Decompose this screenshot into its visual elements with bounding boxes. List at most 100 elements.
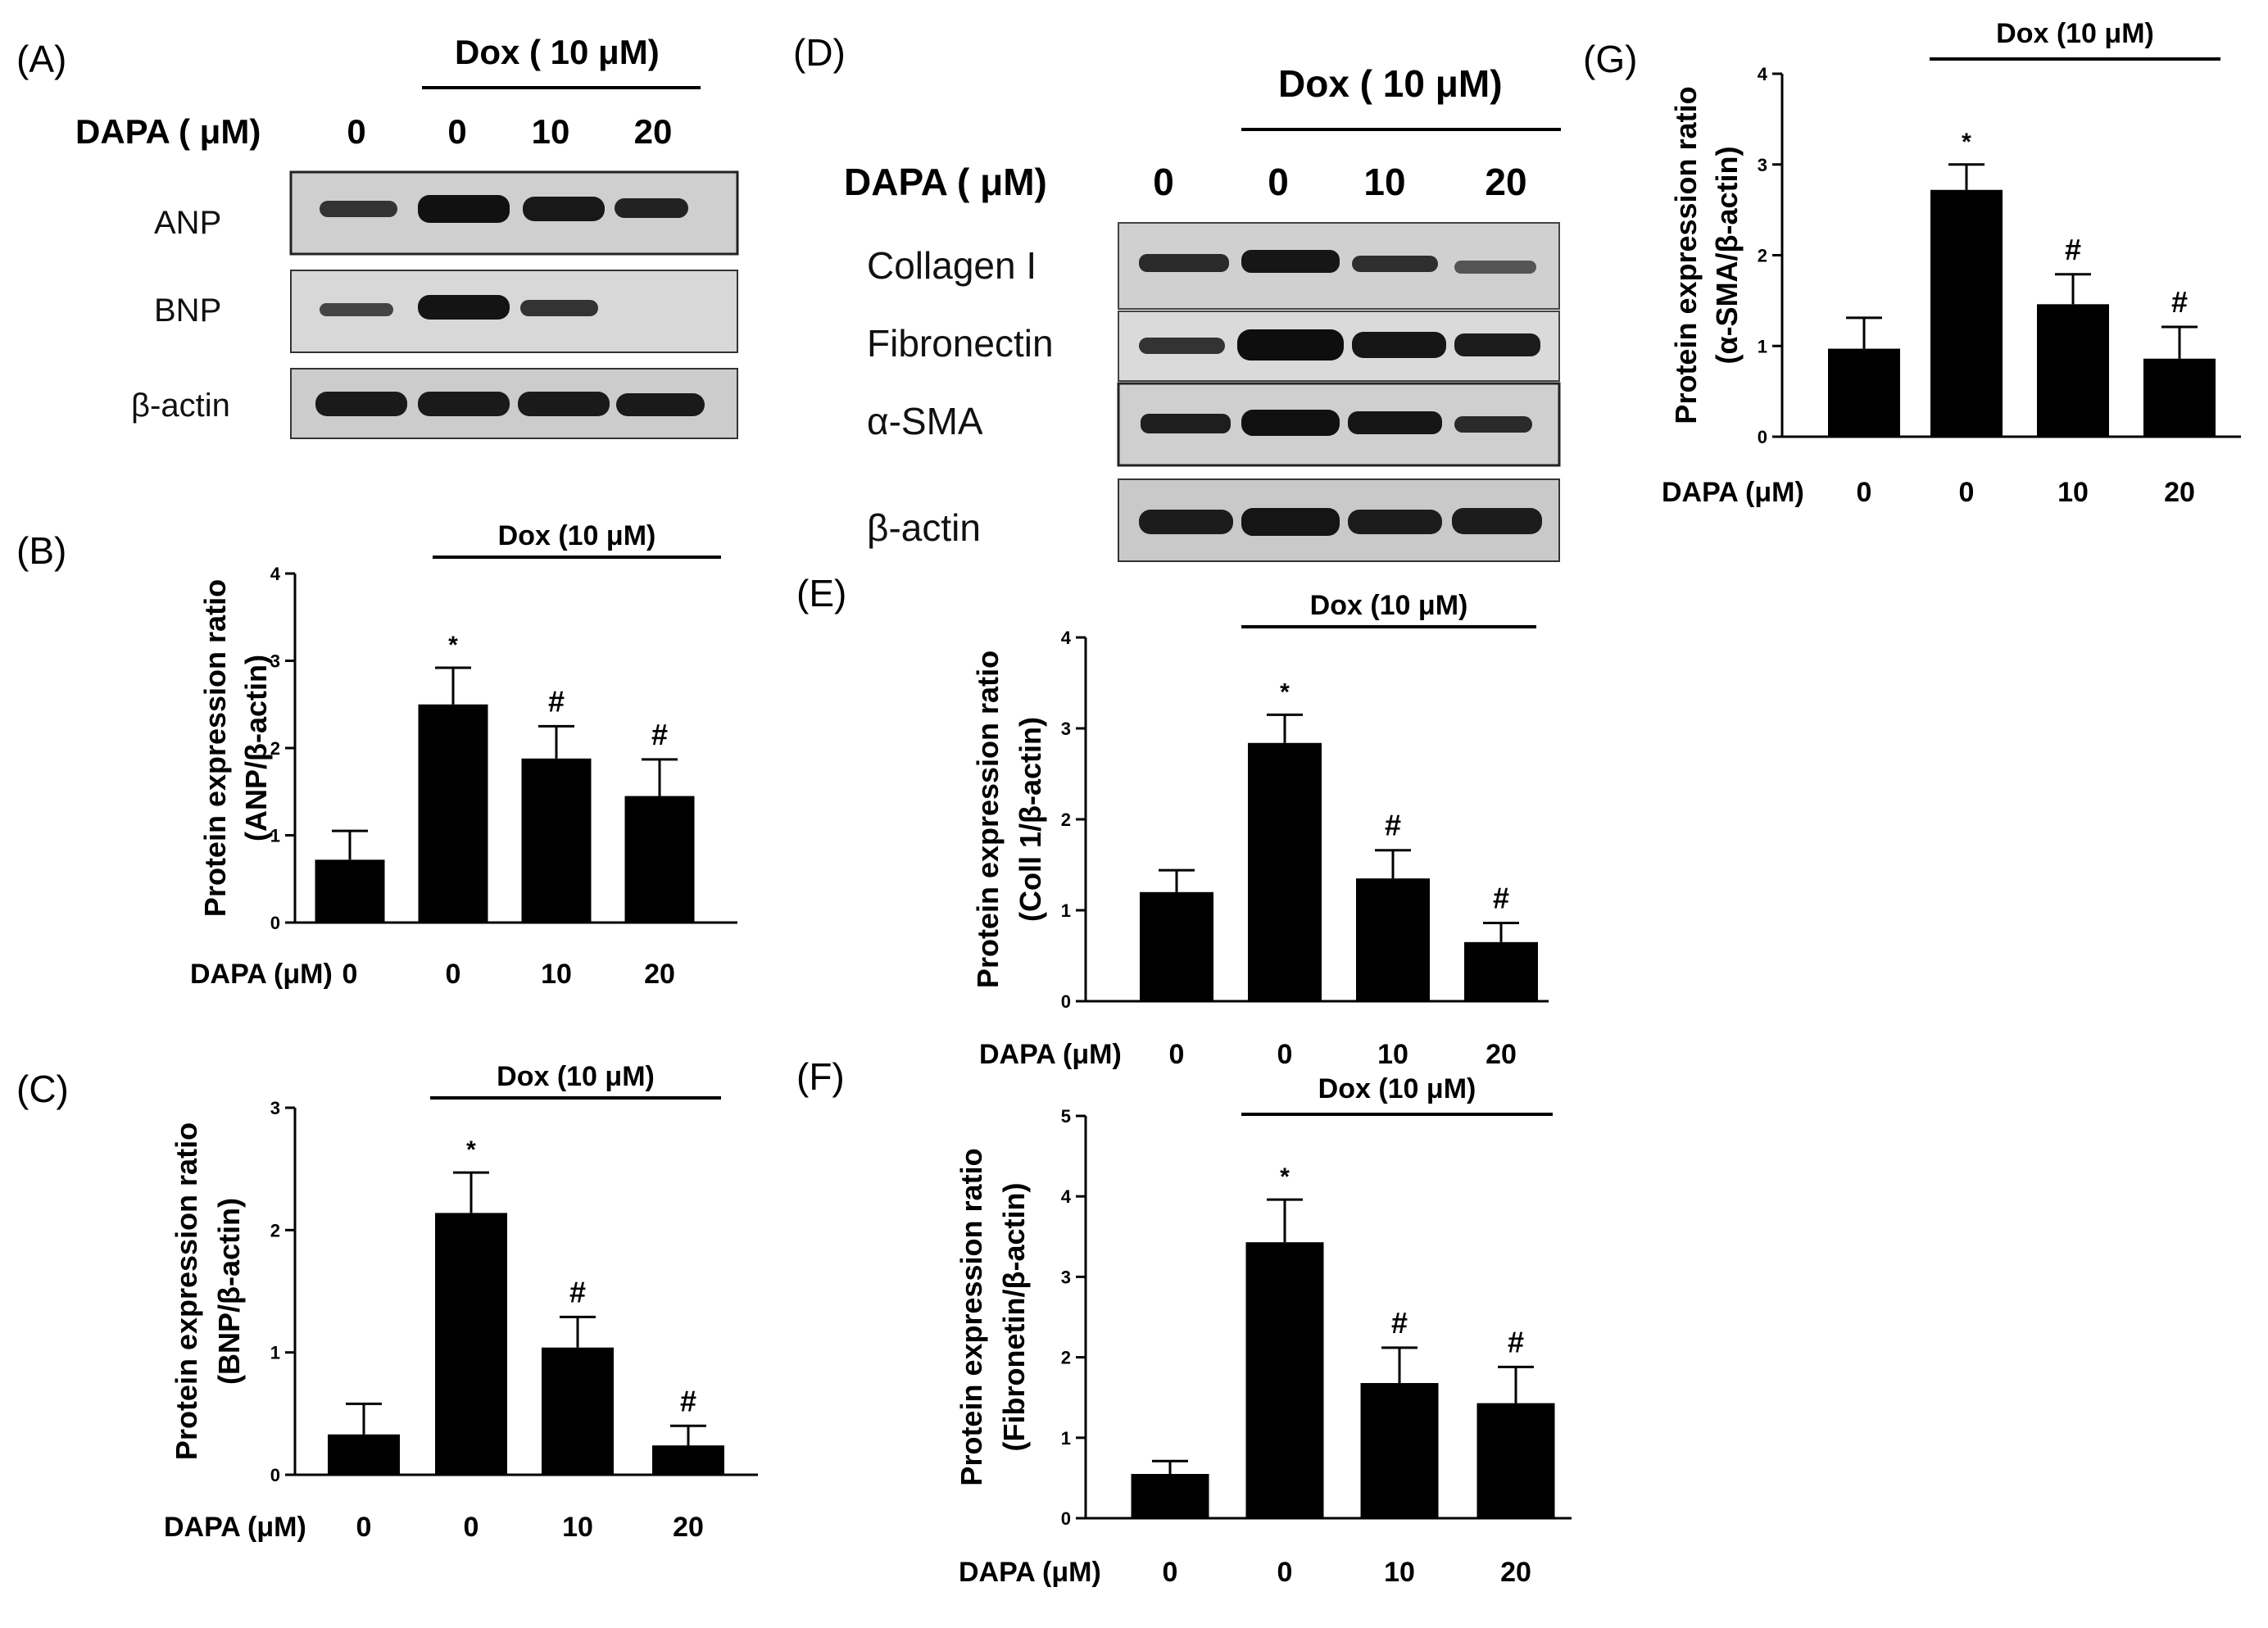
chart-e-category-1: 0 (1169, 1039, 1185, 1070)
blot-a-band-anp-3 (523, 197, 605, 221)
chart-f-ytick-label: 3 (1061, 1267, 1071, 1287)
chart-c-category-1: 0 (356, 1512, 372, 1543)
chart-f-ytick-label: 2 (1061, 1348, 1071, 1368)
chart-f-ytick-label: 1 (1061, 1428, 1071, 1449)
chart-b-ylabel-line1: Protein expression ratio (198, 579, 232, 917)
chart-g-category-4: 20 (2164, 477, 2195, 508)
chart-c-category-2: 0 (464, 1512, 479, 1543)
chart-c-bar-4 (652, 1445, 724, 1475)
blot-a-band-anp-2 (418, 195, 510, 223)
chart-b-annotation-4: # (651, 718, 668, 751)
chart-c-dox-label: Dox (10 μM) (497, 1061, 655, 1092)
chart-e-ytick-label: 3 (1061, 719, 1071, 739)
blot-d-band-actin-2 (1241, 508, 1340, 536)
chart-b-ylabel-line2: (ANP/β-actin) (239, 655, 273, 841)
bar-chart-anp: 0 1 2 3 4 Protein expression ratio (ANP/β-acti… (190, 520, 737, 990)
bar-chart-collagen: 0 1 2 3 4 Protein expression ratio (Coll 1/β-a… (971, 590, 1549, 1070)
chart-g-ylabel-line2: (α-SMA/β-actin) (1710, 146, 1744, 364)
blot-a-lane-3: 10 (532, 112, 570, 151)
blot-d-band-sma-1 (1141, 414, 1231, 433)
bar-chart-fibronectin: 0 1 2 3 4 5 Protein expression ratio (Fibroneti… (955, 1073, 1572, 1588)
chart-f-bar-4 (1476, 1403, 1555, 1518)
blot-d-band-sma-3 (1348, 411, 1442, 434)
chart-e-bar-3 (1356, 878, 1430, 1001)
chart-f-dox-label: Dox (10 μM) (1318, 1073, 1476, 1104)
chart-g-bar-1 (1828, 348, 1900, 437)
chart-c-bar-3 (542, 1347, 614, 1475)
chart-g-ylabel-line1: Protein expression ratio (1669, 86, 1703, 424)
chart-g-ytick-label: 2 (1758, 246, 1767, 266)
chart-e-bar-1 (1140, 891, 1213, 1001)
chart-c-annotation-3: # (569, 1275, 586, 1308)
chart-b-annotation-2: * (448, 632, 458, 659)
chart-c-x-prefix: DAPA (μM) (164, 1512, 306, 1543)
blot-d-band-fn-3 (1352, 332, 1446, 358)
blot-d-lane-2: 0 (1268, 161, 1289, 203)
chart-e-category-4: 20 (1486, 1039, 1517, 1070)
blot-d-band-col-3 (1352, 256, 1438, 272)
blot-a-band-actin-1 (315, 392, 407, 416)
chart-c-ytick-label: 1 (270, 1343, 280, 1363)
chart-c-ytick-label: 0 (270, 1465, 280, 1485)
chart-f-bar-2 (1245, 1242, 1324, 1518)
chart-e-annotation-4: # (1493, 882, 1509, 915)
blot-a-band-label-bnp: BNP (154, 292, 221, 329)
chart-g-annotation-2: * (1962, 129, 1971, 156)
blot-d-lane-4: 20 (1485, 161, 1526, 203)
chart-c-ytick-label: 2 (270, 1220, 280, 1240)
blot-d-dapa-label: DAPA ( μM) (844, 161, 1047, 203)
blot-a-lane-2: 0 (447, 112, 466, 151)
blot-a-band-bnp-2 (418, 295, 510, 320)
chart-f-annotation-2: * (1280, 1163, 1290, 1190)
chart-f-category-4: 20 (1500, 1557, 1531, 1588)
western-blot-a: Dox ( 10 μM) DAPA ( μM) 0 0 10 20 ANP BN… (75, 33, 739, 439)
chart-c-annotation-2: * (466, 1136, 476, 1163)
chart-g-ytick-label: 3 (1758, 155, 1767, 175)
chart-b-ytick-label: 1 (270, 826, 280, 846)
chart-f-bar-3 (1360, 1383, 1439, 1518)
blot-a-band-actin-4 (616, 393, 705, 416)
blot-d-band-label-actin: β-actin (867, 506, 981, 549)
chart-b-dox-label: Dox (10 μM) (498, 520, 656, 551)
chart-b-bar-1 (315, 859, 385, 923)
chart-e-x-prefix: DAPA (μM) (979, 1039, 1122, 1070)
panel-label-c: (C) (16, 1068, 69, 1110)
blot-d-dox-label: Dox ( 10 μM) (1278, 62, 1503, 105)
blot-d-band-fn-4 (1454, 333, 1540, 356)
panel-label-f: (F) (796, 1055, 845, 1098)
panel-label-e: (E) (796, 572, 846, 614)
chart-f-ylabel-line2: (Fibronetin/β-actin) (997, 1183, 1031, 1452)
chart-f-category-3: 10 (1384, 1557, 1415, 1588)
chart-g-ytick-label: 1 (1758, 336, 1767, 356)
chart-b-category-4: 20 (644, 959, 675, 990)
blot-a-band-actin-2 (418, 392, 510, 416)
blot-a-lane-1: 0 (347, 112, 365, 151)
blot-d-band-sma-4 (1454, 416, 1532, 433)
chart-b-bar-2 (418, 704, 488, 923)
blot-d-band-actin-1 (1139, 510, 1233, 534)
chart-f-annotation-3: # (1391, 1306, 1408, 1340)
blot-a-dapa-label: DAPA ( μM) (75, 112, 261, 151)
chart-c-category-3: 10 (562, 1512, 593, 1543)
chart-b-bar-3 (521, 758, 592, 923)
blot-d-band-fn-1 (1139, 338, 1225, 354)
chart-e-bar-4 (1464, 941, 1538, 1001)
blot-a-dox-label: Dox ( 10 μM) (455, 33, 660, 71)
chart-g-bar-2 (1930, 189, 2003, 437)
chart-g-category-1: 0 (1857, 477, 1872, 508)
chart-f-x-prefix: DAPA (μM) (959, 1557, 1101, 1588)
chart-c-bar-1 (328, 1434, 400, 1475)
blot-a-band-bnp-3 (520, 300, 598, 316)
blot-a-band-label-actin: β-actin (131, 388, 230, 424)
bar-chart-bnp: 0 1 2 3 Protein expression ratio (BNP/β-actin… (164, 1061, 758, 1543)
chart-c-ytick-label: 3 (270, 1098, 280, 1118)
chart-b-category-1: 0 (342, 959, 358, 990)
blot-a-band-anp-1 (320, 201, 397, 217)
panel-label-a: (A) (16, 38, 66, 80)
chart-e-ylabel-line1: Protein expression ratio (971, 651, 1005, 988)
chart-b-ytick-label: 4 (270, 564, 281, 584)
blot-d-lane-3: 10 (1363, 161, 1405, 203)
chart-f-category-2: 0 (1277, 1557, 1293, 1588)
chart-f-ylabel-line1: Protein expression ratio (955, 1148, 988, 1485)
chart-g-annotation-3: # (2065, 233, 2081, 266)
